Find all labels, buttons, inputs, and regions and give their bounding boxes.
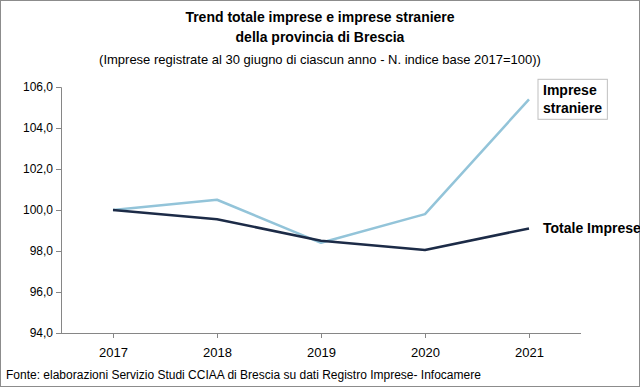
y-tick-label: 98,0 xyxy=(30,244,54,258)
x-axis: 2017 2018 2019 2020 2021 xyxy=(61,333,581,360)
y-axis: 94,0 96,0 98,0 100,0 102,0 104,0 106,0 xyxy=(23,80,62,340)
y-tick: 100,0 xyxy=(23,203,61,217)
y-tick-mark xyxy=(56,210,61,211)
y-tick-mark xyxy=(56,333,61,334)
y-tick-mark xyxy=(56,87,61,88)
y-tick: 98,0 xyxy=(30,244,61,258)
x-tick-mark xyxy=(425,333,426,338)
series-label-group: Imprese straniere xyxy=(538,79,607,119)
x-tick-label: 2020 xyxy=(411,345,440,360)
x-tick-label: 2017 xyxy=(99,345,128,360)
chart-border xyxy=(1,1,640,387)
x-tick-mark xyxy=(529,333,530,338)
y-tick-mark xyxy=(56,128,61,129)
source: Fonte: elaborazioni Servizio Studi CCIAA… xyxy=(6,368,481,382)
series-label-group: Totale Imprese xyxy=(543,220,640,236)
y-tick: 106,0 xyxy=(23,80,61,94)
series-label: Totale Imprese xyxy=(543,220,640,236)
x-tick: 2018 xyxy=(203,333,232,360)
chart: Trend totale imprese e imprese straniere… xyxy=(0,0,640,387)
y-tick: 102,0 xyxy=(23,162,61,176)
y-tick: 94,0 xyxy=(30,326,61,340)
y-tick-label: 102,0 xyxy=(23,162,53,176)
y-tick-label: 96,0 xyxy=(30,285,54,299)
subtitle: (Imprese registrate al 30 giugno di cias… xyxy=(99,52,541,67)
x-tick: 2020 xyxy=(411,333,440,360)
y-axis-line xyxy=(56,88,62,334)
y-tick-label: 100,0 xyxy=(23,203,53,217)
y-tick-label: 94,0 xyxy=(30,326,54,340)
series-line xyxy=(113,210,529,250)
series-line xyxy=(113,99,529,243)
x-tick-label: 2019 xyxy=(307,345,336,360)
x-tick-mark xyxy=(113,333,114,338)
series-label: Imprese straniere xyxy=(543,82,602,116)
series-label-box xyxy=(538,79,607,119)
y-tick: 96,0 xyxy=(30,285,61,299)
title: Trend totale imprese e imprese straniere xyxy=(185,9,454,25)
x-tick: 2019 xyxy=(307,333,336,360)
y-tick: 104,0 xyxy=(23,121,61,135)
x-tick-label: 2018 xyxy=(203,345,232,360)
x-tick: 2017 xyxy=(99,333,128,360)
x-tick-mark xyxy=(217,333,218,338)
x-tick-label: 2021 xyxy=(515,345,544,360)
y-tick-mark xyxy=(56,169,61,170)
y-tick-mark xyxy=(56,292,61,293)
plot-area xyxy=(113,99,529,250)
x-tick-mark xyxy=(321,333,322,338)
y-tick-mark xyxy=(56,251,61,252)
y-tick-label: 106,0 xyxy=(23,80,53,94)
title: della provincia di Brescia xyxy=(236,29,405,45)
y-tick-label: 104,0 xyxy=(23,121,53,135)
x-tick: 2021 xyxy=(515,333,544,360)
